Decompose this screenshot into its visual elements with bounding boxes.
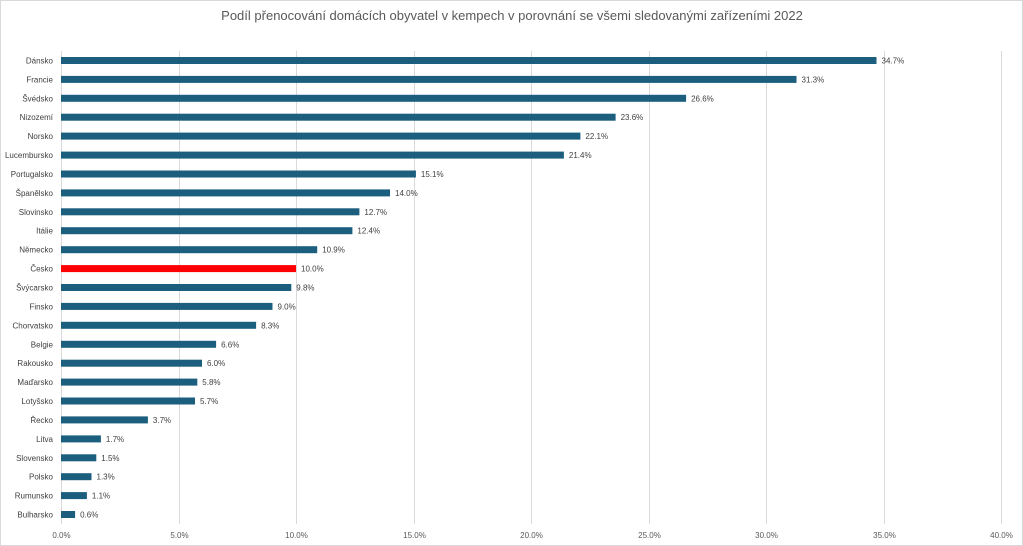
- bar: [61, 359, 202, 367]
- data-label: 3.7%: [153, 416, 171, 425]
- category-label: Litva: [36, 435, 53, 444]
- bar: [61, 75, 797, 83]
- category-label: Lotyšsko: [21, 397, 53, 406]
- data-label: 23.6%: [621, 113, 644, 122]
- data-label: 9.0%: [278, 302, 296, 311]
- bar: [61, 511, 76, 518]
- category-label: Belgie: [31, 340, 54, 349]
- category-labels: Dánsko Francie Švédsko Nizozemí Norsko Lucemb…: [5, 57, 54, 520]
- bar: [61, 113, 616, 121]
- data-label: 10.9%: [322, 246, 345, 255]
- bar: [61, 227, 353, 235]
- bar: [61, 246, 318, 254]
- x-tick-label: 35.0%: [873, 531, 896, 540]
- bar: [61, 208, 360, 216]
- bar: [61, 492, 87, 500]
- bar: [61, 378, 198, 386]
- category-label: Rakousko: [17, 359, 53, 368]
- data-label: 1.1%: [92, 492, 110, 501]
- category-label: Finsko: [29, 302, 53, 311]
- category-label: Francie: [26, 75, 53, 84]
- category-label: Dánsko: [26, 57, 54, 66]
- bars: [61, 57, 877, 518]
- category-label: Slovensko: [16, 454, 53, 463]
- category-label: Česko: [30, 265, 53, 274]
- bar: [61, 284, 292, 291]
- category-label: Slovinsko: [19, 208, 54, 217]
- data-label: 1.7%: [106, 435, 124, 444]
- data-label: 9.8%: [296, 284, 314, 293]
- data-label: 15.1%: [421, 170, 444, 179]
- data-label: 31.3%: [802, 75, 825, 84]
- category-label: Švédsko: [22, 94, 53, 103]
- data-label: 1.5%: [101, 454, 119, 463]
- x-tick-label: 0.0%: [52, 531, 70, 540]
- data-label: 22.1%: [585, 132, 608, 141]
- bar: [61, 397, 195, 405]
- x-tick-label: 10.0%: [285, 531, 308, 540]
- data-label: 8.3%: [261, 321, 279, 330]
- bar: [61, 302, 273, 310]
- data-label: 34.7%: [882, 57, 905, 66]
- category-label: Itálie: [36, 227, 53, 236]
- data-label: 5.8%: [202, 378, 220, 387]
- x-tick-label: 30.0%: [755, 531, 778, 540]
- bar: [61, 170, 416, 178]
- bar: [61, 132, 581, 140]
- category-label: Polsko: [29, 473, 54, 482]
- chart-title: Podíl přenocování domácích obyvatel v ke…: [221, 8, 803, 23]
- data-label: 12.7%: [364, 208, 387, 217]
- category-label: Švýcarsko: [16, 284, 53, 293]
- bar: [61, 265, 296, 273]
- bar: [61, 416, 148, 424]
- data-label: 14.0%: [395, 189, 418, 198]
- bar: [61, 94, 687, 102]
- category-label: Lucembursko: [5, 151, 54, 160]
- data-label: 0.6%: [80, 511, 98, 520]
- category-label: Španělsko: [16, 189, 54, 198]
- data-label: 26.6%: [691, 94, 714, 103]
- category-label: Maďarsko: [17, 378, 53, 387]
- data-label: 5.7%: [200, 397, 218, 406]
- data-label: 1.3%: [97, 473, 115, 482]
- data-labels: 34.7% 31.3% 26.6% 23.6% 22.1% 21.4% 15.1% 14.0%…: [80, 57, 904, 520]
- x-tick-label: 40.0%: [990, 531, 1013, 540]
- category-label: Chorvatsko: [13, 321, 54, 330]
- bar: [61, 473, 92, 481]
- x-tick-label: 25.0%: [638, 531, 661, 540]
- data-label: 21.4%: [569, 151, 592, 160]
- bar: [61, 454, 97, 462]
- category-label: Portugalsko: [11, 170, 54, 179]
- bar: [61, 57, 877, 64]
- category-label: Rumunsko: [15, 492, 54, 501]
- x-axis-tick-labels: 0.0% 5.0% 10.0% 15.0% 20.0% 25.0% 30.0% 35.0% 40…: [52, 531, 1012, 540]
- bar: [61, 151, 564, 159]
- x-tick-label: 20.0%: [520, 531, 543, 540]
- data-label: 10.0%: [301, 265, 324, 274]
- category-label: Bulharsko: [17, 511, 53, 520]
- data-label: 12.4%: [357, 227, 380, 236]
- data-label: 6.6%: [221, 340, 239, 349]
- gridlines: [61, 51, 1002, 524]
- bar: [61, 189, 390, 197]
- category-label: Řecko: [30, 416, 53, 425]
- bar: [61, 321, 257, 329]
- x-tick-label: 15.0%: [403, 531, 426, 540]
- bar: [61, 340, 217, 348]
- category-label: Německo: [19, 246, 53, 255]
- category-label: Nizozemí: [20, 113, 54, 122]
- data-label: 6.0%: [207, 359, 225, 368]
- x-tick-label: 5.0%: [170, 531, 188, 540]
- bar: [61, 435, 101, 443]
- category-label: Norsko: [28, 132, 54, 141]
